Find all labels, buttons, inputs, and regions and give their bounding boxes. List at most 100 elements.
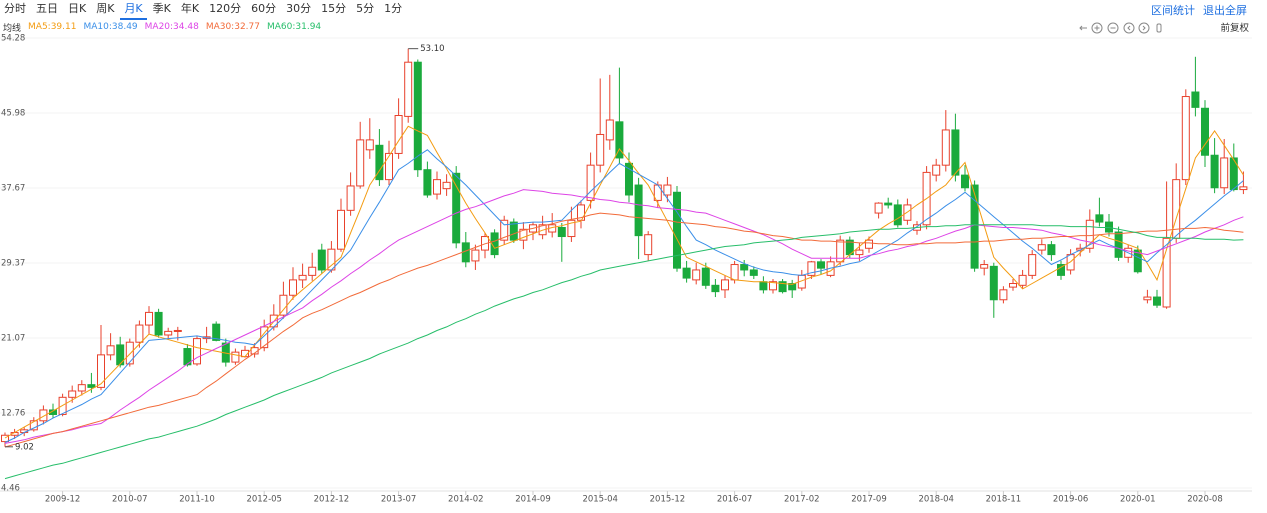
- candle-body: [49, 409, 57, 415]
- candle-body: [1047, 244, 1056, 256]
- candle-body: [701, 267, 710, 286]
- candle-body: [970, 184, 979, 269]
- icon-toggle[interactable]: [1156, 23, 1162, 33]
- period-tab[interactable]: 季K: [152, 2, 171, 15]
- candle-body: [615, 121, 624, 159]
- candle-body: [1009, 283, 1017, 288]
- period-tab[interactable]: 分时: [4, 2, 26, 15]
- ma-line: [4, 224, 1244, 480]
- candle-body: [644, 234, 653, 256]
- candle-body: [106, 345, 115, 356]
- indicator-legend: 均线 MA5:39.11 MA10:38.49 MA20:34.48 MA30:32.…: [3, 20, 321, 34]
- adjust-mode[interactable]: 前复权: [1220, 23, 1249, 34]
- candle-body: [1239, 186, 1248, 191]
- candle-body: [1057, 264, 1065, 276]
- legend-entry: MA5:39.11: [28, 22, 77, 32]
- x-tick-label: 2014-02: [448, 495, 484, 505]
- period-tab[interactable]: 日K: [68, 2, 87, 15]
- period-tab[interactable]: 5分: [356, 2, 375, 15]
- action-button[interactable]: 区间统计: [1151, 4, 1195, 17]
- actions: 区间统计 退出全屏: [1151, 2, 1247, 18]
- candle-body: [135, 324, 144, 343]
- candle-body: [87, 384, 96, 388]
- period-tab[interactable]: 1分: [384, 2, 403, 15]
- candle-body: [788, 283, 797, 291]
- candle-body: [452, 172, 461, 244]
- candle-body: [596, 133, 605, 166]
- candle-body: [365, 139, 374, 151]
- action-button[interactable]: 退出全屏: [1203, 4, 1247, 17]
- candle-body: [317, 249, 326, 271]
- x-tick-label: 2011-10: [179, 495, 215, 505]
- period-tab[interactable]: 年K: [180, 2, 200, 15]
- candle-body: [375, 144, 384, 181]
- candle-body: [673, 191, 681, 269]
- period-tabs: 分时 五日 日K 周K 月K 季K 年K 120分 60分 30分 15分 5分 1分: [0, 0, 408, 20]
- candle-body: [1210, 154, 1219, 189]
- period-tab[interactable]: 周K: [96, 2, 115, 15]
- candle-body: [884, 202, 893, 206]
- candle-body: [1037, 244, 1046, 251]
- candle-body: [413, 61, 422, 171]
- candle-body: [893, 204, 902, 226]
- x-tick-label: 2018-11: [986, 495, 1022, 505]
- candle-body: [1028, 254, 1037, 276]
- candle-body: [125, 341, 134, 365]
- candle-body: [836, 239, 845, 263]
- candle-body: [471, 249, 480, 262]
- candle-body: [999, 289, 1008, 301]
- candle-body: [356, 139, 365, 187]
- candle-body: [1, 434, 9, 443]
- candle-body: [385, 152, 393, 181]
- x-tick-label: 2017-02: [784, 495, 820, 505]
- candle-body: [77, 384, 86, 392]
- period-tab[interactable]: 30分: [286, 2, 312, 15]
- candle-body: [231, 351, 240, 363]
- candle-body: [145, 311, 153, 326]
- candle-body: [164, 330, 173, 336]
- period-tab[interactable]: 五日: [36, 2, 58, 15]
- period-tab[interactable]: 60分: [251, 2, 277, 15]
- y-tick-label: 21.07: [1, 333, 25, 343]
- candle-body: [519, 228, 528, 241]
- y-tick-label: 29.37: [1, 259, 25, 269]
- icon-next[interactable]: [1138, 22, 1150, 34]
- legend-entry: MA60:31.94: [266, 22, 322, 32]
- candle-body: [433, 179, 441, 195]
- candle-body: [634, 184, 643, 237]
- icon-zoom-in[interactable]: [1091, 22, 1103, 34]
- icon-back[interactable]: [1079, 25, 1087, 31]
- candle-body: [97, 354, 105, 388]
- ma-line: [4, 125, 1244, 439]
- candle-body: [154, 311, 163, 336]
- legend-entry: MA30:32.77: [205, 22, 260, 32]
- icon-zoom-out[interactable]: [1107, 22, 1119, 34]
- period-tab[interactable]: 月K: [120, 0, 147, 20]
- candle-body: [682, 267, 691, 279]
- candle-body: [721, 279, 729, 291]
- candle-body: [509, 221, 518, 241]
- icon-prev[interactable]: [1123, 22, 1135, 34]
- legend-entry: MA10:38.49: [83, 22, 138, 32]
- y-tick-label: 37.67: [1, 184, 25, 194]
- legend-entry: MA20:34.48: [144, 22, 199, 32]
- x-tick-label: 2017-09: [851, 495, 887, 505]
- x-tick-label: 2010-07: [112, 495, 148, 505]
- candle-body: [1220, 157, 1229, 189]
- candle-body: [29, 420, 38, 431]
- candle-body: [1153, 296, 1161, 306]
- ma-line: [4, 189, 1244, 444]
- candle-body: [855, 249, 864, 256]
- candle-body: [1191, 91, 1200, 108]
- x-tick-label: 2014-09: [515, 495, 551, 505]
- candle-body: [298, 274, 307, 281]
- candle-body: [769, 281, 777, 291]
- period-tab[interactable]: 120分: [209, 2, 242, 15]
- candle-body: [183, 348, 192, 366]
- candle-body: [740, 264, 749, 271]
- candle-body: [951, 129, 960, 176]
- candle-body: [941, 129, 950, 166]
- period-tab[interactable]: 15分: [321, 2, 347, 15]
- y-tick-label: 54.28: [1, 34, 25, 44]
